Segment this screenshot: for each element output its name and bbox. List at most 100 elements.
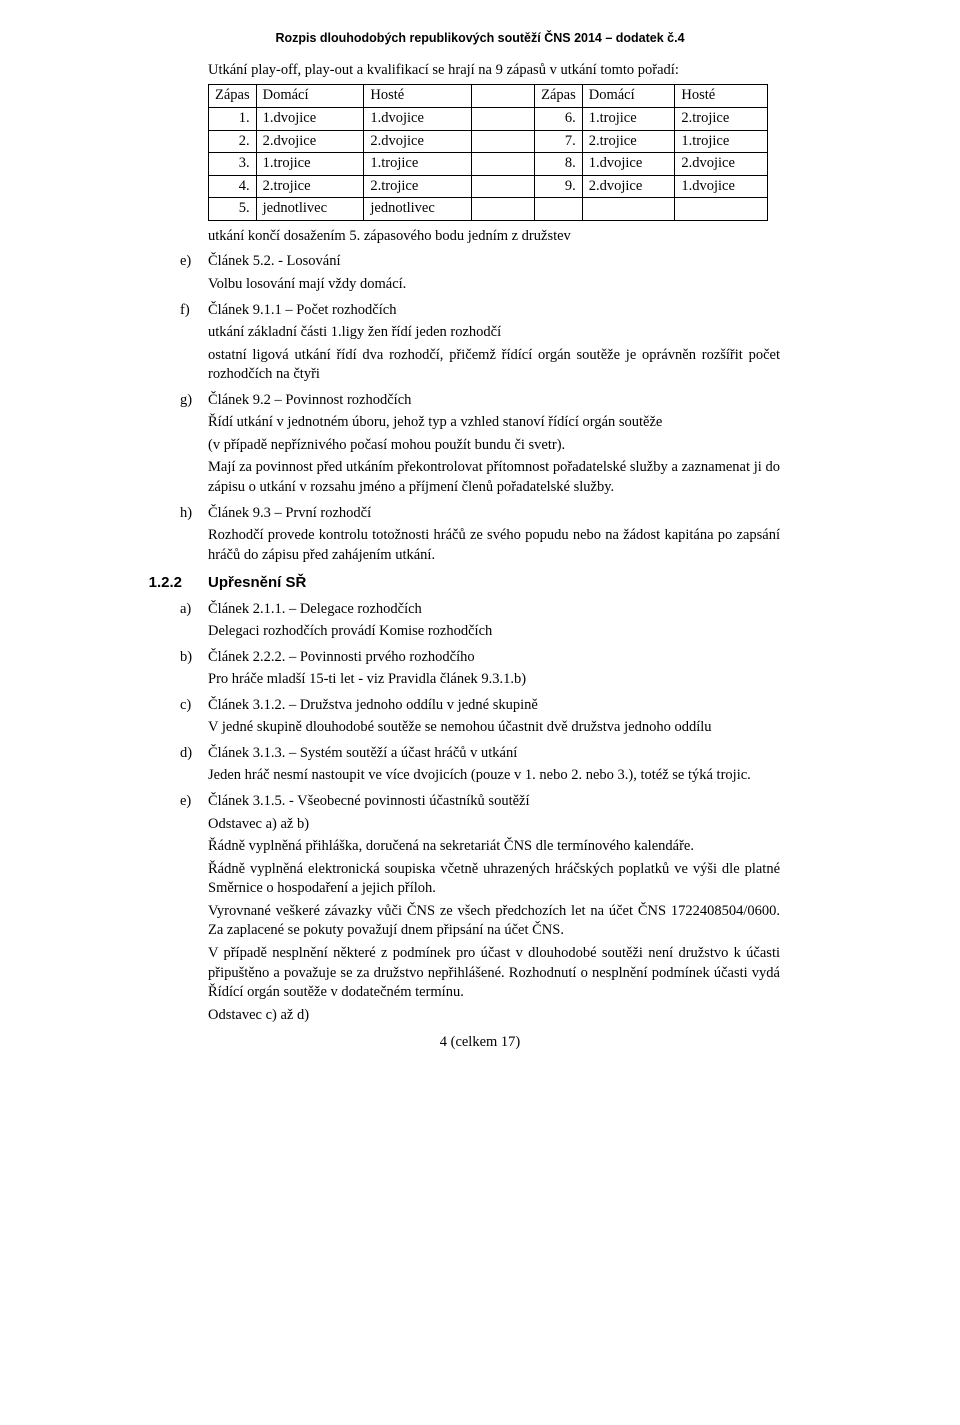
list-item-paragraph: Jeden hráč nesmí nastoupit ve více dvoji… xyxy=(208,766,780,786)
section-title: Upřesnění SŘ xyxy=(208,574,306,591)
after-table-text: utkání končí dosažením 5. zápasového bod… xyxy=(208,227,780,247)
list-item-paragraph: Vyrovnané veškeré závazky vůči ČNS ze vš… xyxy=(208,902,780,941)
table-cell: 1.trojice xyxy=(256,153,364,176)
list-item-paragraph: Volbu losování mají vždy domácí. xyxy=(208,275,780,295)
table-cell: jednotlivec xyxy=(256,198,364,221)
table-header-cell: Domácí xyxy=(582,85,675,108)
list-marker: e) xyxy=(180,252,208,272)
list-item: d)Článek 3.1.3. – Systém soutěží a účast… xyxy=(180,744,780,764)
table-cell: 2.trojice xyxy=(675,108,768,131)
table-header-cell: Hosté xyxy=(675,85,768,108)
table-cell: 1.trojice xyxy=(582,108,675,131)
list-item-paragraph: Rozhodčí provede kontrolu totožnosti hrá… xyxy=(208,526,780,565)
list-item-title: Článek 9.1.1 – Počet rozhodčích xyxy=(208,301,780,321)
list-item-paragraph: utkání základní části 1.ligy žen řídí je… xyxy=(208,323,780,343)
list-item-paragraph: Odstavec a) až b) xyxy=(208,815,780,835)
table-cell: 2.dvojice xyxy=(675,153,768,176)
list-item-paragraph: Řádně vyplněná přihláška, doručená na se… xyxy=(208,837,780,857)
table-cell xyxy=(582,198,675,221)
section-number: 1.2.2 xyxy=(140,573,208,593)
table-cell xyxy=(472,198,535,221)
table-cell: 2. xyxy=(209,130,257,153)
list-marker: g) xyxy=(180,391,208,411)
table-row: 1.1.dvojice1.dvojice6.1.trojice2.trojice xyxy=(209,108,768,131)
table-cell xyxy=(675,198,768,221)
table-cell xyxy=(472,130,535,153)
table-cell: 6. xyxy=(535,108,583,131)
list-item: g)Článek 9.2 – Povinnost rozhodčích xyxy=(180,391,780,411)
table-cell: 1.dvojice xyxy=(256,108,364,131)
list-item: b)Článek 2.2.2. – Povinnosti prvého rozh… xyxy=(180,648,780,668)
table-cell: 1.trojice xyxy=(675,130,768,153)
table-header-cell: Zápas xyxy=(535,85,583,108)
list-item-title: Článek 3.1.3. – Systém soutěží a účast h… xyxy=(208,744,780,764)
list-item-paragraph: Delegaci rozhodčích provádí Komise rozho… xyxy=(208,622,780,642)
list-item-paragraph: ostatní ligová utkání řídí dva rozhodčí,… xyxy=(208,346,780,385)
list-marker: a) xyxy=(180,600,208,620)
list-marker: d) xyxy=(180,744,208,764)
list-item-title: Článek 3.1.2. – Družstva jednoho oddílu … xyxy=(208,696,780,716)
table-cell: jednotlivec xyxy=(364,198,472,221)
table-cell: 1.dvojice xyxy=(364,108,472,131)
table-header-cell: Zápas xyxy=(209,85,257,108)
table-cell xyxy=(472,108,535,131)
table-cell: 1.trojice xyxy=(364,153,472,176)
page-footer: 4 (celkem 17) xyxy=(180,1033,780,1053)
list-item-paragraph: Odstavec c) až d) xyxy=(208,1006,780,1026)
list-item-paragraph: V případě nesplnění některé z podmínek p… xyxy=(208,944,780,1003)
table-cell: 9. xyxy=(535,175,583,198)
list-item: a)Článek 2.1.1. – Delegace rozhodčích xyxy=(180,600,780,620)
table-cell: 5. xyxy=(209,198,257,221)
table-cell: 2.dvojice xyxy=(582,175,675,198)
table-cell xyxy=(472,175,535,198)
table-row: 2.2.dvojice2.dvojice7.2.trojice1.trojice xyxy=(209,130,768,153)
list-item-paragraph: Řádně vyplněná elektronická soupiska vče… xyxy=(208,860,780,899)
list-item-paragraph: Řídí utkání v jednotném úboru, jehož typ… xyxy=(208,413,780,433)
list-marker: c) xyxy=(180,696,208,716)
list-item-title: Článek 2.1.1. – Delegace rozhodčích xyxy=(208,600,780,620)
table-cell: 1. xyxy=(209,108,257,131)
list-item-title: Článek 9.2 – Povinnost rozhodčích xyxy=(208,391,780,411)
table-row: 4.2.trojice2.trojice9.2.dvojice1.dvojice xyxy=(209,175,768,198)
table-header-cell: Domácí xyxy=(256,85,364,108)
section-heading: 1.2.2Upřesnění SŘ xyxy=(208,573,780,593)
table-cell: 4. xyxy=(209,175,257,198)
list-marker: f) xyxy=(180,301,208,321)
table-cell: 2.trojice xyxy=(364,175,472,198)
table-gap-header xyxy=(472,85,535,108)
document-page: Rozpis dlouhodobých republikových soutěž… xyxy=(90,0,870,1093)
list-item-paragraph: Pro hráče mladší 15-ti let - viz Pravidl… xyxy=(208,670,780,690)
match-order-table: ZápasDomácíHostéZápasDomácíHosté 1.1.dvo… xyxy=(208,84,768,220)
table-cell: 1.dvojice xyxy=(675,175,768,198)
table-cell: 1.dvojice xyxy=(582,153,675,176)
page-header: Rozpis dlouhodobých republikových soutěž… xyxy=(180,30,780,47)
list-marker: b) xyxy=(180,648,208,668)
list-item-title: Článek 3.1.5. - Všeobecné povinnosti úča… xyxy=(208,792,780,812)
list-item-paragraph: (v případě nepříznivého počasí mohou pou… xyxy=(208,436,780,456)
table-cell: 2.trojice xyxy=(582,130,675,153)
table-cell: 2.dvojice xyxy=(256,130,364,153)
table-cell xyxy=(535,198,583,221)
table-cell: 2.dvojice xyxy=(364,130,472,153)
table-cell: 7. xyxy=(535,130,583,153)
list-item-title: Článek 9.3 – První rozhodčí xyxy=(208,504,780,524)
list-item: h)Článek 9.3 – První rozhodčí xyxy=(180,504,780,524)
list-marker: e) xyxy=(180,792,208,812)
table-cell: 2.trojice xyxy=(256,175,364,198)
intro-text: Utkání play-off, play-out a kvalifikací … xyxy=(208,61,780,81)
table-cell xyxy=(472,153,535,176)
list-item: c)Článek 3.1.2. – Družstva jednoho oddíl… xyxy=(180,696,780,716)
list-item: f)Článek 9.1.1 – Počet rozhodčích xyxy=(180,301,780,321)
list-item-paragraph: Mají za povinnost před utkáním překontro… xyxy=(208,458,780,497)
list-item: e)Článek 5.2. - Losování xyxy=(180,252,780,272)
list-item-title: Článek 2.2.2. – Povinnosti prvého rozhod… xyxy=(208,648,780,668)
table-row: 5.jednotlivecjednotlivec xyxy=(209,198,768,221)
list-item-paragraph: V jedné skupině dlouhodobé soutěže se ne… xyxy=(208,718,780,738)
table-header-cell: Hosté xyxy=(364,85,472,108)
list-item: e)Článek 3.1.5. - Všeobecné povinnosti ú… xyxy=(180,792,780,812)
table-cell: 3. xyxy=(209,153,257,176)
table-row: 3.1.trojice1.trojice8.1.dvojice2.dvojice xyxy=(209,153,768,176)
list-item-title: Článek 5.2. - Losování xyxy=(208,252,780,272)
list-marker: h) xyxy=(180,504,208,524)
table-cell: 8. xyxy=(535,153,583,176)
